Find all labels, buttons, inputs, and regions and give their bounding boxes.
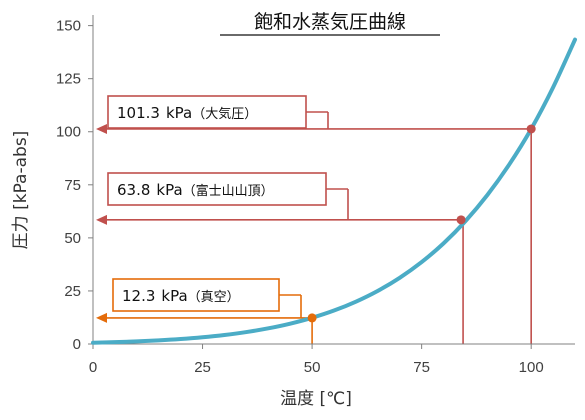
annotation-point [526, 124, 536, 134]
annotation-box [107, 95, 307, 129]
x-tick-label: 0 [89, 359, 97, 376]
annotation-value: 101.3 [117, 104, 160, 122]
y-tick-label: 50 [64, 230, 81, 247]
annotation-unit: kPa [156, 181, 182, 199]
tick-labels: 0 25 50 75 100 125 150 0 25 50 75 100 [56, 18, 544, 376]
x-tick-label: 50 [304, 359, 321, 376]
annotation-boxes: 101.3 kPa（大気圧）63.8 kPa（富士山山頂）12.3 kPa（真空） [107, 95, 327, 312]
y-tick-label: 125 [56, 71, 81, 88]
annotation-arrowhead [96, 123, 107, 134]
annotation-note: （富士山山頂） [183, 183, 274, 199]
x-axis-title: 温度 [℃] [280, 389, 352, 409]
annotation-point [456, 215, 466, 225]
annotation-arrowhead [96, 312, 107, 323]
chart-title: 飽和水蒸気圧曲線 [254, 11, 406, 33]
annotation-label: 101.3 kPa（大気圧） [117, 104, 257, 122]
y-tick-label: 75 [64, 177, 81, 194]
annotation-value: 12.3 [122, 287, 155, 305]
annotation-value: 63.8 [117, 181, 150, 199]
annotation-note: （真空） [188, 290, 240, 305]
axes [92, 15, 575, 345]
annotation-note: （大気圧） [192, 106, 257, 122]
annotation-unit: kPa [166, 104, 192, 122]
annotation-arrowhead [96, 214, 107, 225]
y-tick-label: 25 [64, 283, 81, 300]
y-axis-title: 圧力 [kPa-abs] [11, 131, 31, 250]
x-tick-label: 25 [194, 359, 211, 376]
annotation-box [112, 278, 280, 312]
y-tick-label: 100 [56, 124, 81, 141]
y-tick-label: 0 [73, 336, 81, 353]
x-tick-label: 75 [413, 359, 430, 376]
annotation-points [307, 124, 536, 323]
y-tick-label: 150 [56, 18, 81, 35]
annotation-box [107, 172, 327, 206]
annotation-label: 12.3 kPa（真空） [122, 287, 240, 305]
annotation-guides [96, 111, 532, 344]
annotation-point [307, 313, 317, 323]
annotation-unit: kPa [161, 287, 187, 305]
annotation-label: 63.8 kPa（富士山山頂） [117, 181, 274, 199]
vapor-pressure-curve [91, 37, 577, 345]
x-tick-label: 100 [519, 359, 544, 376]
